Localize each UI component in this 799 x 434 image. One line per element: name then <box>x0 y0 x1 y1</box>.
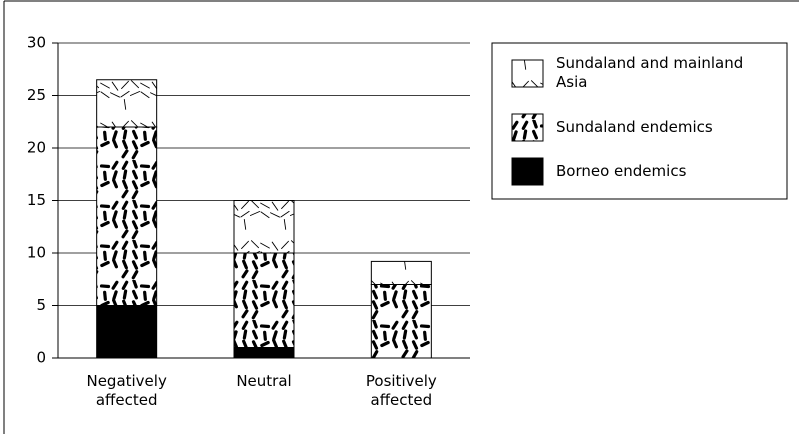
bar-segment <box>96 126 158 306</box>
y-tick-label: 30 <box>27 34 46 52</box>
y-tick-label: 0 <box>36 349 46 367</box>
bar-segment <box>233 347 295 359</box>
bar-segment <box>96 79 158 128</box>
y-tick-label: 20 <box>27 139 46 157</box>
x-tick-label: Neutral <box>236 372 292 390</box>
bar-segment <box>370 260 432 285</box>
bar-segment <box>233 200 295 254</box>
legend-box <box>491 42 788 200</box>
bar-segment <box>233 252 295 348</box>
legend-label: Borneo endemics <box>556 162 687 180</box>
y-tick-label: 15 <box>27 191 46 209</box>
y-tick-label: 25 <box>27 86 46 104</box>
x-tick-label: Negatively affected <box>86 372 167 409</box>
y-tick-label: 5 <box>36 296 46 314</box>
legend-swatch <box>511 59 544 88</box>
legend-swatch <box>511 157 544 186</box>
legend-label: Sundaland and mainland Asia <box>556 54 744 91</box>
y-tick-label: 10 <box>27 244 46 262</box>
bar-segment <box>96 305 158 359</box>
legend-label: Sundaland endemics <box>556 118 713 136</box>
bar-segment <box>370 284 432 359</box>
x-tick-label: Positively affected <box>365 372 437 409</box>
legend-swatch <box>511 113 544 142</box>
